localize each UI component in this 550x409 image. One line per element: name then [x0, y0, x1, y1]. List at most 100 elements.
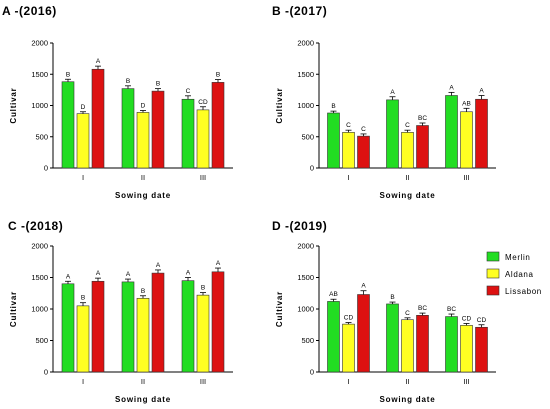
y-tick-label: 1000 — [297, 305, 314, 314]
bar — [121, 281, 135, 373]
bar — [357, 294, 370, 373]
x-category-label: III — [463, 377, 469, 386]
y-tick-label: 2000 — [297, 242, 314, 251]
bar — [181, 280, 195, 373]
bar — [475, 98, 488, 169]
significance-letter: BC — [447, 306, 456, 313]
x-category-label: III — [200, 377, 206, 386]
legend: Merlin Aldana Lissabon — [486, 251, 542, 296]
x-category-label: I — [82, 173, 84, 182]
legend-swatch — [486, 285, 500, 296]
legend-swatch — [486, 268, 500, 279]
bar — [460, 111, 473, 169]
significance-letter: CD — [344, 315, 354, 322]
significance-letter: A — [361, 283, 366, 290]
significance-letter: C — [186, 88, 191, 95]
x-category-label: III — [200, 173, 206, 182]
significance-letter: A — [96, 58, 101, 65]
significance-letter: AB — [329, 291, 338, 298]
significance-letter: C — [361, 126, 366, 133]
x-axis-label: Sowing date — [380, 395, 436, 404]
significance-letter: BC — [418, 305, 427, 312]
bar — [91, 280, 105, 373]
y-tick-label: 500 — [301, 336, 314, 345]
significance-letter: B — [390, 294, 394, 301]
bar — [460, 325, 473, 373]
y-tick-label: 2000 — [297, 39, 314, 48]
y-axis-label: Cultivar — [9, 291, 18, 327]
significance-letter: C — [405, 310, 410, 317]
significance-letter: A — [216, 260, 221, 267]
x-category-label: I — [347, 173, 349, 182]
bar — [211, 82, 225, 169]
bar — [327, 301, 340, 373]
y-tick-label: 500 — [35, 132, 48, 141]
bar — [121, 88, 135, 169]
bar — [357, 135, 370, 169]
bar — [416, 314, 429, 373]
bar — [386, 303, 399, 373]
bar — [136, 297, 150, 373]
y-tick-label: 1500 — [31, 273, 48, 282]
significance-letter: D — [81, 104, 86, 111]
bar — [151, 272, 165, 373]
bar — [211, 271, 225, 373]
significance-letter: B — [66, 71, 70, 78]
significance-letter: B — [81, 295, 85, 302]
significance-letter: B — [156, 81, 160, 88]
x-axis-label: Sowing date — [115, 395, 171, 404]
panel-title: C -(2018) — [8, 219, 63, 233]
bar — [61, 81, 75, 169]
significance-letter: C — [405, 122, 410, 129]
bar — [327, 112, 340, 169]
significance-letter: CD — [462, 315, 472, 322]
bar — [196, 294, 210, 373]
y-tick-label: 1500 — [31, 70, 48, 79]
bar — [386, 99, 399, 169]
legend-swatch — [486, 251, 500, 262]
y-tick-label: 1500 — [297, 273, 314, 282]
bar — [76, 113, 90, 169]
x-category-label: II — [141, 173, 145, 182]
bar — [401, 319, 414, 373]
chart-panel-4: D -(2019) 0 500 1000 1500 2000 Cultivar Sowing … — [272, 219, 496, 404]
significance-letter: A — [96, 270, 101, 277]
significance-letter: CD — [477, 317, 487, 324]
bar — [401, 132, 414, 169]
y-tick-label: 1000 — [31, 101, 48, 110]
bar — [445, 95, 458, 169]
bar — [76, 305, 90, 373]
y-axis-label: Cultivar — [275, 87, 284, 123]
significance-letter: B — [141, 288, 145, 295]
significance-letter: A — [126, 271, 131, 278]
y-axis-label: Cultivar — [275, 291, 284, 327]
legend-label: Aldana — [505, 270, 534, 279]
significance-letter: A — [479, 88, 484, 95]
bar — [475, 326, 488, 373]
x-category-label: I — [82, 377, 84, 386]
chart-panel-1: A -(2016) 0 500 1000 1500 2000 Cultivar Sowing … — [2, 4, 233, 200]
panel-title: B -(2017) — [272, 4, 327, 18]
legend-label: Lissabon — [505, 287, 542, 296]
significance-letter: A — [156, 262, 161, 269]
x-category-label: III — [463, 173, 469, 182]
bar — [196, 109, 210, 169]
x-category-label: II — [405, 173, 409, 182]
significance-letter: D — [141, 103, 146, 110]
bar — [342, 323, 355, 373]
y-tick-label: 2000 — [31, 242, 48, 251]
significance-letter: B — [331, 103, 335, 110]
y-tick-label: 2000 — [31, 39, 48, 48]
x-category-label: II — [405, 377, 409, 386]
chart-panel-3: C -(2018) 0 500 1000 1500 2000 Cultivar Sowing … — [8, 219, 233, 404]
y-tick-label: 0 — [310, 164, 314, 173]
bar — [445, 316, 458, 373]
significance-letter: B — [216, 72, 220, 79]
significance-letter: B — [201, 285, 205, 292]
significance-letter: B — [126, 78, 130, 85]
significance-letter: C — [346, 122, 351, 129]
chart-panel-2: B -(2017) 0 500 1000 1500 2000 Cultivar Sowing … — [272, 4, 496, 200]
bar — [136, 112, 150, 169]
y-axis-label: Cultivar — [9, 87, 18, 123]
bar — [416, 125, 429, 169]
